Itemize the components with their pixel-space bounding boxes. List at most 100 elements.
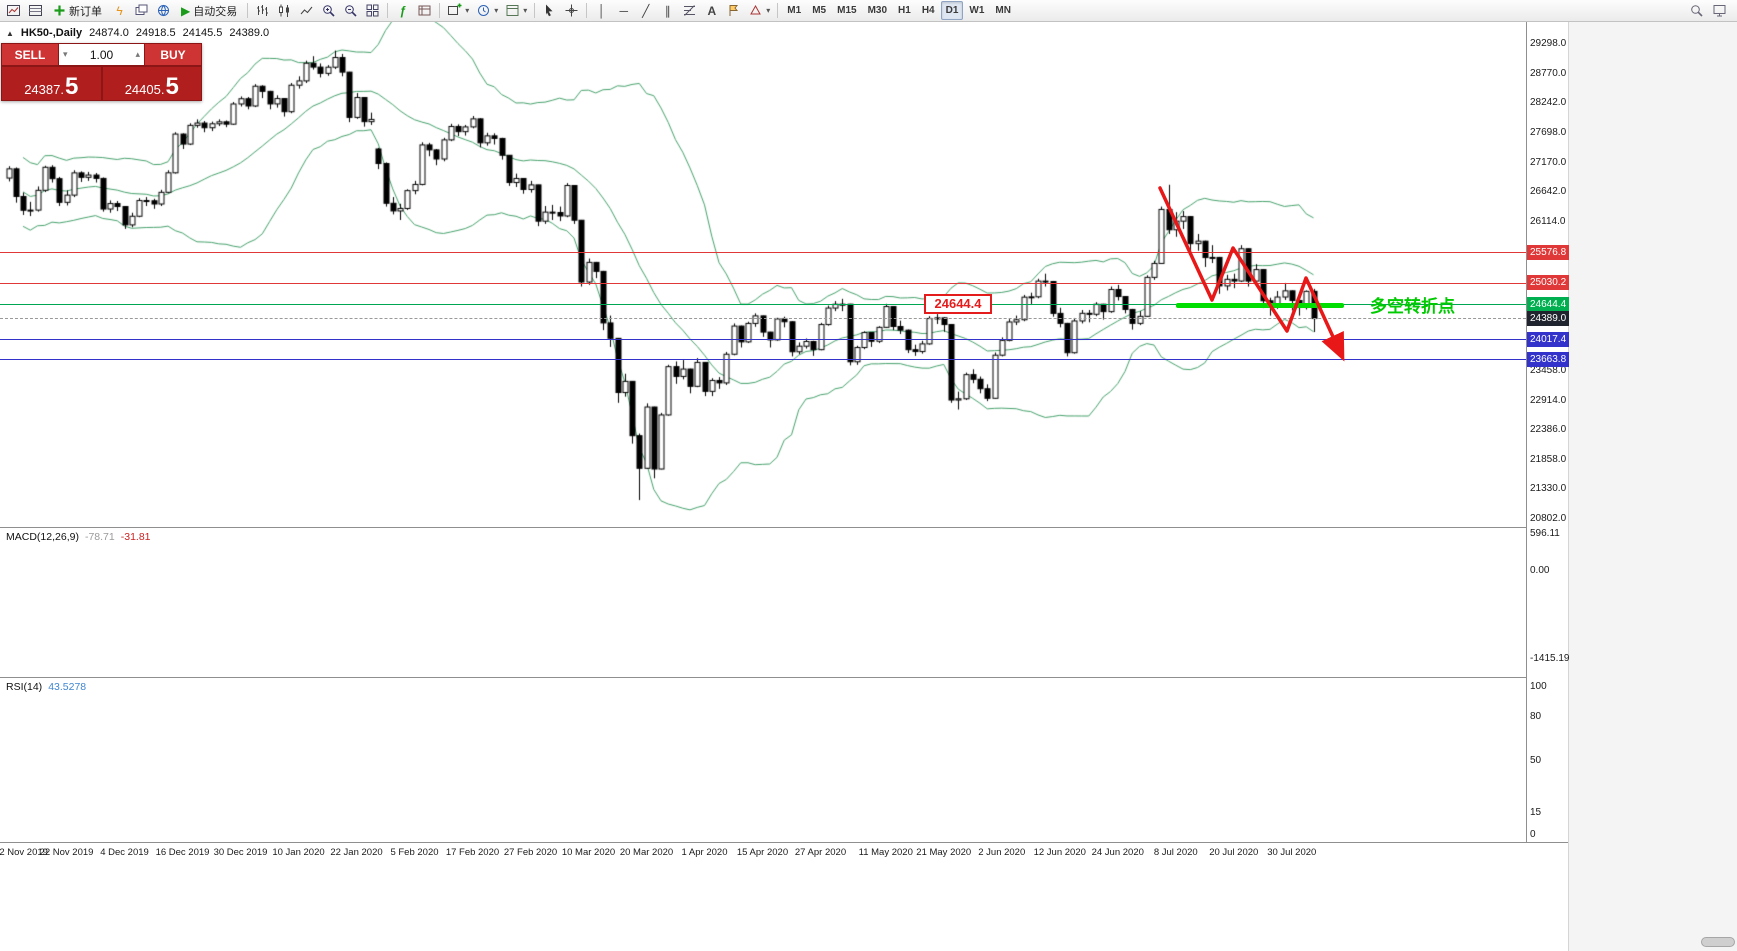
price-scale[interactable]: 29298.0 28770.0 28242.0 27698.0 27170.0 26642… bbox=[1526, 22, 1569, 842]
sell-button[interactable]: SELL bbox=[1, 43, 59, 66]
buy-price-main: 24405. bbox=[124, 82, 165, 97]
new-order-button[interactable]: 新订单 bbox=[47, 1, 108, 20]
price-tick-label: 26114.0 bbox=[1530, 216, 1566, 227]
caret-down-icon: ▾ bbox=[465, 6, 470, 15]
fibonacci-tool-icon[interactable] bbox=[679, 1, 700, 20]
scrollbar-thumb[interactable] bbox=[1701, 937, 1735, 947]
rsi-name: RSI(14) bbox=[6, 681, 43, 693]
date-tick-label: 30 Jul 2020 bbox=[1267, 847, 1317, 858]
price-label-box[interactable]: 24644.4 bbox=[924, 294, 992, 314]
horizontal-line-tool-icon[interactable]: ─ bbox=[619, 3, 629, 18]
layout-icon[interactable] bbox=[1709, 1, 1730, 20]
volume-value[interactable]: 1.00 bbox=[89, 47, 114, 62]
vertical-line-tool-icon[interactable]: │ bbox=[598, 3, 606, 18]
crosshair-icon[interactable] bbox=[561, 1, 582, 20]
price-tick-label: 27698.0 bbox=[1530, 127, 1567, 139]
price-tick-label: 27170.0 bbox=[1530, 156, 1567, 168]
sell-price[interactable]: 24387. 5 bbox=[1, 66, 102, 101]
horizontal-lines-layer bbox=[0, 22, 1526, 527]
profiles-icon[interactable] bbox=[131, 1, 152, 20]
timeframe-m15[interactable]: M15 bbox=[837, 5, 857, 16]
alert-icon[interactable]: ϟ bbox=[116, 3, 123, 18]
volume-stepper[interactable]: ▾ 1.00 ▴ bbox=[59, 43, 144, 66]
price-tick-label: 20802.0 bbox=[1530, 513, 1567, 524]
timeframe-mn[interactable]: MN bbox=[995, 5, 1011, 16]
price-tick-label: 26642.0 bbox=[1530, 186, 1567, 198]
trend-arrow-annotation[interactable] bbox=[0, 22, 1526, 527]
date-tick-label: 24 Jun 2020 bbox=[1091, 847, 1144, 858]
tile-windows-icon[interactable] bbox=[362, 1, 383, 20]
community-icon[interactable] bbox=[153, 1, 174, 20]
channel-tool-icon[interactable]: ∥ bbox=[664, 3, 671, 18]
macd-main-value: -78.71 bbox=[84, 531, 115, 543]
price-tick-label: 21330.0 bbox=[1530, 483, 1567, 495]
buy-price[interactable]: 24405. 5 bbox=[101, 66, 202, 101]
main-price-pane[interactable]: 24644.4 多空转折点 bbox=[0, 22, 1568, 527]
macd-pane[interactable] bbox=[0, 527, 1568, 677]
horizontal-line[interactable] bbox=[0, 283, 1526, 284]
new-chart-dropdown[interactable]: ▾ bbox=[444, 1, 472, 20]
timeframe-d1[interactable]: D1 bbox=[940, 1, 964, 20]
sell-price-main: 24387. bbox=[24, 82, 64, 97]
timeframe-m30[interactable]: M30 bbox=[867, 5, 888, 16]
toolbar-separator bbox=[247, 3, 249, 18]
template-dropdown[interactable]: ▾ bbox=[502, 1, 530, 20]
price-chip: 24389.0 bbox=[1527, 310, 1569, 326]
templates-icon[interactable] bbox=[414, 1, 435, 20]
toolbar-separator bbox=[777, 3, 779, 18]
search-icon[interactable] bbox=[1686, 1, 1707, 20]
collapse-icon[interactable]: ▲ bbox=[6, 28, 14, 38]
date-tick-label: 10 Jan 2020 bbox=[272, 847, 325, 858]
price-tick-label: 29298.0 bbox=[1530, 38, 1567, 49]
candlestick-chart-icon[interactable] bbox=[274, 1, 295, 20]
timeframe-h1[interactable]: H1 bbox=[898, 5, 911, 16]
horizontal-line[interactable] bbox=[0, 359, 1526, 360]
date-tick-label: 27 Feb 2020 bbox=[503, 847, 558, 858]
zoom-in-icon[interactable] bbox=[318, 1, 339, 20]
toolbar-separator bbox=[439, 3, 441, 18]
cursor-icon[interactable] bbox=[539, 1, 560, 20]
support-highlight-line[interactable] bbox=[1176, 303, 1344, 308]
candlestick-chart-canvas[interactable] bbox=[0, 22, 1526, 527]
timeframe-w1[interactable]: W1 bbox=[969, 5, 985, 16]
workspace-background bbox=[1568, 22, 1737, 951]
rsi-tick-label: 50 bbox=[1530, 755, 1542, 766]
period-dropdown[interactable]: ▾ bbox=[473, 1, 501, 20]
one-click-trading-panel: SELL ▾ 1.00 ▴ BUY 24387. 5 24405. 5 bbox=[1, 43, 202, 101]
macd-indicator-label: MACD(12,26,9) -78.71 -31.81 bbox=[6, 531, 151, 543]
date-tick-label: 4 Dec 2019 bbox=[100, 847, 149, 858]
open-value: 24874.0 bbox=[89, 27, 129, 39]
auto-trading-button[interactable]: ▶ 自动交易 bbox=[175, 1, 243, 20]
macd-tick-label: 0.00 bbox=[1530, 565, 1550, 577]
timeframe-m1[interactable]: M1 bbox=[787, 5, 802, 16]
timeframe-h4[interactable]: H4 bbox=[921, 5, 935, 16]
chart-window-icon[interactable] bbox=[3, 1, 24, 20]
rsi-pane[interactable] bbox=[0, 677, 1568, 842]
shapes-dropdown[interactable]: ▾ bbox=[745, 1, 773, 20]
text-tool-icon[interactable]: A bbox=[707, 3, 717, 18]
line-chart-icon[interactable] bbox=[296, 1, 317, 20]
date-tick-label: 22 Jan 2020 bbox=[330, 847, 383, 858]
trendline-tool-icon[interactable]: ╱ bbox=[642, 3, 650, 18]
indicators-icon[interactable]: ƒ bbox=[399, 3, 407, 18]
chart-list-icon[interactable] bbox=[25, 1, 46, 20]
buy-button[interactable]: BUY bbox=[144, 43, 202, 66]
volume-decrease-icon[interactable]: ▾ bbox=[63, 49, 68, 59]
date-tick-label: 12 Nov 2019 bbox=[0, 847, 48, 858]
price-tick-label: 22914.0 bbox=[1530, 394, 1567, 406]
low-value: 24145.5 bbox=[182, 27, 223, 39]
chart-ohlc-title: ▲ HK50-,Daily 24874.0 24918.5 24145.5 24… bbox=[6, 27, 269, 39]
bar-chart-icon[interactable] bbox=[252, 1, 273, 20]
volume-increase-icon[interactable]: ▴ bbox=[135, 49, 140, 59]
horizontal-line[interactable] bbox=[0, 339, 1526, 340]
label-tool-icon[interactable] bbox=[723, 1, 744, 20]
chart-area[interactable]: 24644.4 多空转折点 ▲ HK50-,Daily 24874.0 2491… bbox=[0, 22, 1569, 951]
horizontal-line[interactable] bbox=[0, 304, 1526, 305]
price-chip: 24644.4 bbox=[1527, 296, 1569, 312]
horizontal-line[interactable] bbox=[0, 318, 1526, 319]
turning-point-note[interactable]: 多空转折点 bbox=[1370, 297, 1455, 316]
zoom-out-icon[interactable] bbox=[340, 1, 361, 20]
horizontal-line[interactable] bbox=[0, 252, 1526, 253]
timeframe-m5[interactable]: M5 bbox=[812, 5, 827, 16]
